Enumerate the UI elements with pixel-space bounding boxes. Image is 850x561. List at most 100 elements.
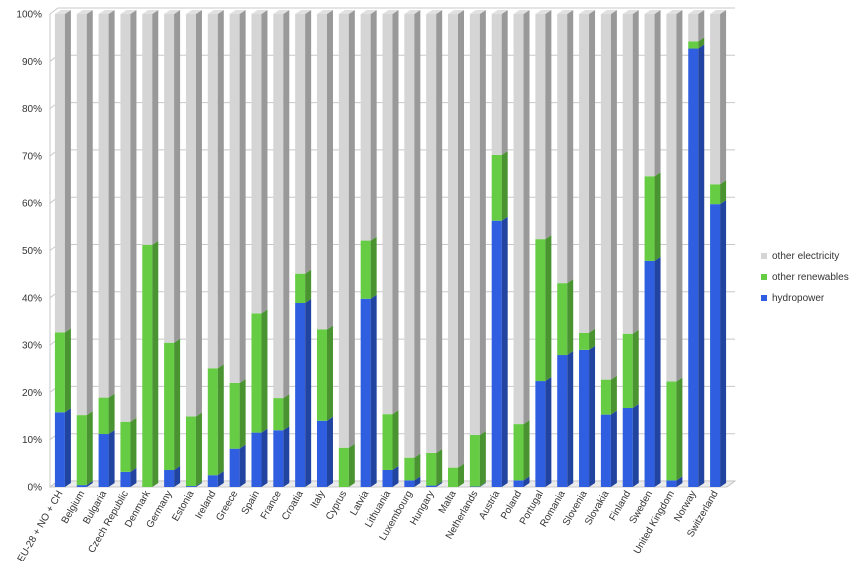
bar-segment-other-renewables-side [632, 329, 639, 409]
bar-stack [688, 10, 705, 488]
bar-segment-other-renewables-side [130, 417, 137, 472]
bar-segment-other-renewables-side [348, 443, 355, 487]
legend-item-other-electricity: other electricity [761, 251, 839, 262]
bar-top-cap [557, 10, 574, 14]
bar-segment-other-renewables-side [239, 378, 246, 449]
bar-segment-hydropower [120, 467, 137, 487]
bar-segment-hydropower [513, 476, 530, 487]
bar-segment-other-renewables-front [688, 41, 699, 49]
bar-segment-hydropower-side [676, 476, 683, 487]
bar-stack [360, 10, 377, 487]
bar-segment-other-renewables-front [557, 283, 568, 356]
bar-segment-hydropower [229, 444, 246, 487]
bar-segment-other-renewables-side [676, 377, 683, 481]
bar-segment-hydropower-side [174, 465, 181, 487]
bar-segment-hydropower-front [557, 355, 568, 487]
bar-segment-other-renewables-side [392, 410, 399, 470]
bar-segment-other-renewables [666, 377, 683, 481]
bar-segment-other-renewables-front [448, 467, 459, 487]
bar-segment-other-renewables-front [535, 239, 546, 382]
bar-segment-other-electricity [426, 10, 443, 453]
bar-top-cap [164, 10, 181, 14]
bar-segment-hydropower-front [98, 434, 109, 487]
bar-segment-other-electricity [316, 10, 333, 330]
bar-segment-hydropower-front [535, 381, 546, 487]
bar-segment-hydropower-side [698, 44, 705, 488]
bar-segment-other-electricity [295, 10, 312, 274]
bar-segment-hydropower [98, 430, 115, 487]
x-tick-label: Italy [309, 489, 328, 510]
bar-segment-other-renewables-side [458, 463, 465, 487]
bar-segment-other-electricity-front [404, 14, 415, 458]
x-tick-label: EU-28 + NO + CH [16, 489, 66, 561]
bar-segment-other-renewables-side [545, 235, 552, 382]
bar-segment-hydropower [666, 476, 683, 487]
bar-segment-other-renewables [644, 172, 661, 261]
bar-segment-other-electricity-front [229, 14, 240, 383]
bar-segment-other-electricity-front [185, 14, 196, 417]
bar-segment-other-renewables-side [305, 269, 312, 304]
bar-segment-other-renewables-side [326, 325, 333, 421]
bar-segment-hydropower-front [164, 469, 175, 487]
bar-segment-other-electricity-side [589, 10, 596, 333]
bar-top-cap [98, 10, 115, 14]
bar-top-cap [469, 10, 486, 14]
bar-segment-other-electricity-side [720, 10, 727, 185]
bar-segment-other-renewables-front [142, 244, 153, 487]
bar-segment-other-electricity-side [545, 10, 552, 240]
bar-segment-other-renewables-front [54, 332, 65, 413]
bar-stack [579, 10, 596, 487]
bar-segment-other-renewables [120, 417, 137, 472]
bar-top-cap [710, 10, 727, 14]
bar-top-cap [382, 10, 399, 14]
bar-top-cap [120, 10, 137, 14]
bar-segment-other-renewables-side [261, 309, 268, 433]
bar-segment-other-electricity-side [64, 10, 71, 333]
bar-segment-other-electricity-side [174, 10, 181, 343]
bar-stack [622, 10, 639, 487]
bar-segment-other-renewables [360, 236, 377, 299]
bar-segment-hydropower-side [523, 476, 530, 487]
bar-segment-hydropower [491, 216, 508, 488]
y-tick-label: 90% [22, 57, 42, 68]
bar-segment-other-electricity [54, 10, 71, 333]
bar-segment-hydropower-side [545, 377, 552, 487]
bar-segment-other-renewables [469, 430, 486, 487]
bar-top-cap [491, 10, 508, 14]
bar-segment-hydropower [710, 200, 727, 487]
bar-segment-other-renewables-front [316, 329, 327, 421]
bar-segment-other-electricity-front [469, 14, 480, 435]
bar-segment-other-electricity-side [326, 10, 333, 330]
bar-segment-hydropower-front [360, 298, 371, 487]
bar-segment-hydropower [382, 465, 399, 487]
bar-segment-other-renewables-side [654, 172, 661, 261]
bar-stack [513, 10, 530, 487]
bar-segment-other-renewables-side [479, 430, 486, 487]
bar-segment-other-electricity [185, 10, 202, 417]
bar-segment-hydropower-side [305, 299, 312, 487]
bar-segment-hydropower-side [86, 481, 93, 487]
bar-segment-other-renewables-front [710, 184, 721, 205]
bar-segment-hydropower [644, 256, 661, 487]
gridline-depth [49, 7, 59, 15]
bar-segment-other-electricity [600, 10, 617, 380]
bar-segment-other-electricity-side [239, 10, 246, 383]
bar-segment-other-renewables [622, 329, 639, 409]
bar-segment-other-electricity [404, 10, 421, 458]
bar-segment-hydropower-front [600, 414, 611, 487]
x-tick-label: Malta [437, 489, 459, 516]
bar-segment-other-electricity-side [610, 10, 617, 380]
bar-segment-other-electricity-front [557, 14, 568, 284]
bar-segment-other-renewables-front [229, 382, 240, 449]
bar-segment-other-electricity [666, 10, 683, 382]
y-tick-label: 80% [22, 104, 42, 115]
bar-segment-other-electricity-front [76, 14, 87, 416]
bar-segment-other-renewables-front [513, 424, 524, 481]
bar-segment-other-electricity [229, 10, 246, 383]
bar-segment-other-electricity-side [152, 10, 159, 245]
bar-segment-hydropower-front [251, 432, 262, 487]
bar-segment-hydropower [295, 299, 312, 487]
bar-stack [120, 10, 137, 487]
bar-top-cap [360, 10, 377, 14]
